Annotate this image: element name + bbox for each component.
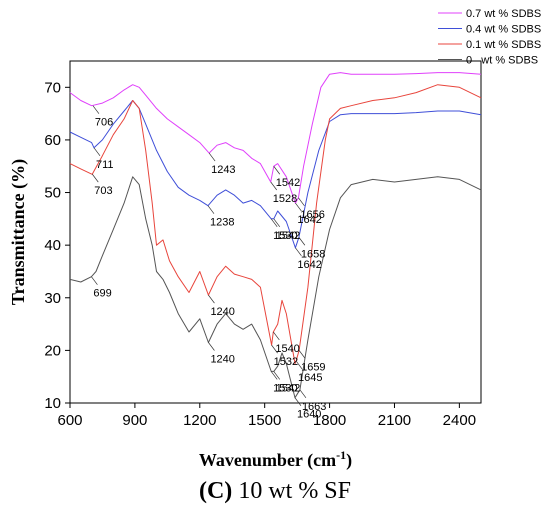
annotation-leader-8 xyxy=(273,166,281,175)
axes-group: 600 900 1200 1500 1800 2100 2400 10 20 30 40 50 60 70… xyxy=(8,79,476,471)
annotation-leader-0 xyxy=(92,105,100,114)
series-line-1 xyxy=(69,100,482,249)
annotation-label-15: 1658 xyxy=(301,248,325,260)
annotation-label-6: 1240 xyxy=(210,306,234,318)
annotation-label-17: 1532 xyxy=(274,356,298,368)
annotation-leader-11 xyxy=(295,202,302,212)
figure-caption: (C) 10 wt % SF xyxy=(0,478,550,505)
annotation-leader-6 xyxy=(208,294,215,304)
annotation-leader-1 xyxy=(93,147,101,157)
annotation-label-14: 1642 xyxy=(297,259,321,271)
x-tick-label-6: 2400 xyxy=(443,412,476,429)
annotation-label-2: 703 xyxy=(94,185,112,197)
x-axis-label-close: ) xyxy=(346,450,352,471)
legend-label-2: 0.1 wt % SDBS xyxy=(466,39,541,51)
annotation-leader-3 xyxy=(91,276,98,285)
y-tick-label-2: 30 xyxy=(44,290,61,307)
annotation-leader-2 xyxy=(92,173,99,183)
annotation-leader-16 xyxy=(273,331,280,341)
ftir-chart: 706 711 703 699 1243 1238 1240 1240 1542 15281656… xyxy=(8,8,541,471)
annotation-label-12: 1530 xyxy=(273,230,297,242)
series-line-0 xyxy=(69,72,482,204)
annotation-label-16: 1540 xyxy=(275,343,299,355)
series-group xyxy=(69,72,482,399)
annotation-leader-14 xyxy=(295,247,302,256)
annotation-label-10: 1656 xyxy=(300,209,324,221)
annotation-label-22: 1663 xyxy=(302,401,326,413)
annotation-leader-12 xyxy=(270,218,278,228)
series-line-3 xyxy=(69,176,482,399)
x-axis-label: Wavenumber (cm-1) xyxy=(199,448,352,471)
annotation-label-19: 1645 xyxy=(298,372,322,384)
annotation-leader-19 xyxy=(295,360,303,370)
x-tick-label-0: 600 xyxy=(57,412,82,429)
annotation-leader-21 xyxy=(273,371,281,380)
annotation-leader-4 xyxy=(208,152,216,162)
series-line-2 xyxy=(69,84,482,364)
caption-panel-label: (C) xyxy=(198,478,233,504)
annotation-leader-5 xyxy=(207,205,215,214)
annotation-leader-10 xyxy=(298,197,305,207)
y-tick-label-4: 50 xyxy=(44,185,61,202)
annotation-label-9: 1528 xyxy=(273,193,297,205)
y-tick-label-0: 10 xyxy=(44,395,61,412)
y-axis-label: Transmittance (%) xyxy=(8,159,29,305)
y-tick-label-6: 70 xyxy=(44,79,61,96)
x-tick-label-1: 900 xyxy=(122,412,147,429)
annotation-group: 706 711 703 699 1243 1238 1240 1240 1542 15281656… xyxy=(91,105,326,421)
x-tick-label-4: 1800 xyxy=(313,412,346,429)
annotation-label-23: 1640 xyxy=(297,409,321,421)
annotation-leader-22 xyxy=(299,389,307,399)
y-tick-label-3: 40 xyxy=(44,237,61,254)
annotation-label-7: 1240 xyxy=(210,353,234,365)
annotation-leader-17 xyxy=(271,344,278,354)
annotation-label-5: 1238 xyxy=(210,217,234,229)
annotation-leader-20 xyxy=(270,371,278,380)
legend-label-1: 0.4 wt % SDBS xyxy=(466,24,541,36)
annotation-label-8: 1542 xyxy=(276,177,300,189)
x-tick-label-2: 1200 xyxy=(183,412,216,429)
legend-label-3: 0 wt % SDBS xyxy=(466,55,538,67)
annotation-label-18: 1659 xyxy=(301,361,325,373)
annotation-leader-9 xyxy=(270,181,278,191)
x-tick-label-3: 1500 xyxy=(248,412,281,429)
caption-text: 10 wt % SF xyxy=(238,478,351,504)
y-tick-label-5: 60 xyxy=(44,132,61,149)
annotation-leader-15 xyxy=(298,237,306,246)
x-axis-label-main: Wavenumber (cm xyxy=(199,450,336,471)
annotation-label-21: 1542 xyxy=(276,382,300,394)
annotation-label-13: 1542 xyxy=(276,230,300,242)
plot-area xyxy=(69,60,482,404)
annotation-leader-7 xyxy=(208,342,215,351)
annotation-leader-13 xyxy=(273,218,281,228)
x-axis-label-sup: -1 xyxy=(336,448,346,462)
annotation-label-1: 711 xyxy=(96,159,114,171)
y-tick-label-1: 20 xyxy=(44,342,61,359)
annotation-label-0: 706 xyxy=(95,117,113,129)
annotation-leader-23 xyxy=(294,397,302,406)
annotation-label-20: 1530 xyxy=(273,382,297,394)
legend: 0.7 wt % SDBS 0.4 wt % SDBS 0.1 wt % SDBS 0… xyxy=(438,8,541,67)
annotation-label-4: 1243 xyxy=(211,164,235,176)
annotation-label-11: 1642 xyxy=(297,214,321,226)
annotation-label-3: 699 xyxy=(93,288,111,300)
x-tick-label-5: 2100 xyxy=(378,412,411,429)
legend-label-0: 0.7 wt % SDBS xyxy=(466,8,541,20)
annotation-leader-18 xyxy=(298,350,306,359)
plot-frame xyxy=(69,60,482,404)
